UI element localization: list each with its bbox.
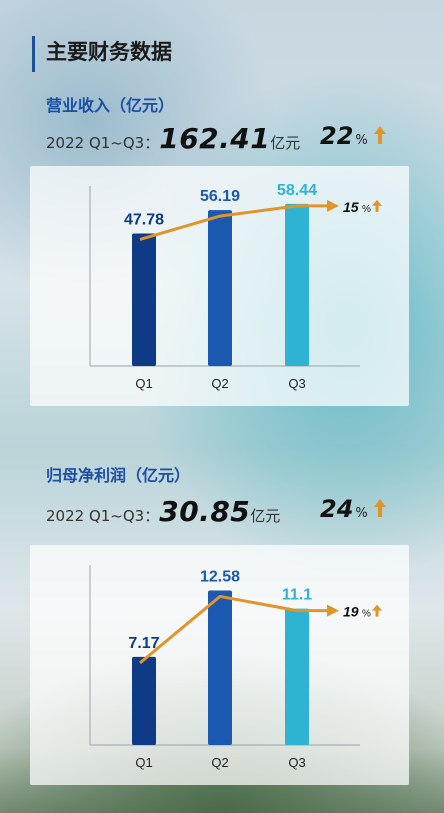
profit-growth-unit: % — [355, 506, 368, 521]
trend-up-arrow-icon — [372, 604, 382, 611]
tick-label-q3: Q3 — [288, 755, 305, 770]
tick-label-q1: Q1 — [135, 376, 152, 391]
revenue-growth-unit: % — [355, 133, 368, 148]
revenue-summary: 2022 Q1~Q3： 162.41 亿元 — [46, 122, 300, 155]
profit-summary: 2022 Q1~Q3： 30.85 亿元 — [46, 495, 280, 528]
tick-label-q1: Q1 — [135, 755, 152, 770]
value-label-q1: 7.17 — [128, 635, 159, 652]
revenue-period: 2022 Q1~Q3： — [46, 134, 160, 152]
profit-growth-value: 24 — [320, 495, 354, 523]
profit-total: 30.85 — [159, 495, 251, 528]
profit-growth: 24 % — [320, 495, 386, 523]
value-label-q2: 12.58 — [200, 568, 240, 585]
revenue-total: 162.41 — [159, 122, 271, 155]
bar-q3 — [285, 608, 309, 745]
trend-line — [139, 594, 329, 665]
trend-up-arrow-icon — [372, 199, 382, 206]
tick-label-q2: Q2 — [211, 376, 228, 391]
profit-unit: 亿元 — [250, 507, 281, 525]
trend-label: 15 — [343, 199, 359, 215]
revenue-growth: 22 % — [320, 122, 386, 150]
value-label-q2: 56.19 — [200, 188, 240, 205]
bar-q2 — [208, 590, 232, 745]
value-label-q3: 58.44 — [277, 182, 317, 199]
revenue-unit: 亿元 — [270, 134, 301, 152]
trend-line — [139, 204, 329, 241]
page-title: 主要财务数据 — [46, 40, 172, 64]
bar-q3 — [285, 203, 309, 366]
bar-q1 — [132, 656, 156, 745]
trend-arrow-head — [327, 604, 339, 617]
value-label-q3: 11.1 — [282, 587, 312, 604]
value-label-q1: 47.78 — [124, 211, 164, 228]
trend-label-unit: % — [362, 609, 371, 620]
bar-q1 — [132, 233, 156, 366]
profit-section-title: 归母净利润（亿元） — [46, 466, 191, 485]
bar-q2 — [208, 210, 232, 366]
profit-chart-panel: 7.17 Q1 12.58 Q2 11.1 Q3 19% — [30, 545, 409, 785]
tick-label-q2: Q2 — [211, 755, 228, 770]
arrow-up-icon — [373, 126, 386, 144]
trend-label: 19 — [343, 604, 359, 620]
profit-chart: 7.17 Q1 12.58 Q2 11.1 Q3 19% — [89, 565, 382, 770]
trend-arrow-head — [327, 199, 339, 212]
trend-up-arrow-stem — [375, 205, 379, 212]
revenue-chart-panel: 47.78 Q1 56.19 Q2 58.44 Q3 15% — [30, 166, 409, 406]
trend-up-arrow-stem — [375, 610, 379, 617]
profit-period: 2022 Q1~Q3： — [46, 507, 160, 525]
revenue-chart: 47.78 Q1 56.19 Q2 58.44 Q3 15% — [89, 182, 382, 391]
revenue-growth-value: 22 — [320, 122, 354, 150]
tick-label-q3: Q3 — [288, 376, 305, 391]
trend-label-unit: % — [362, 204, 371, 215]
arrow-up-icon — [373, 499, 386, 517]
title-accent-bar — [32, 36, 35, 72]
revenue-section-title: 营业收入（亿元） — [46, 96, 175, 115]
